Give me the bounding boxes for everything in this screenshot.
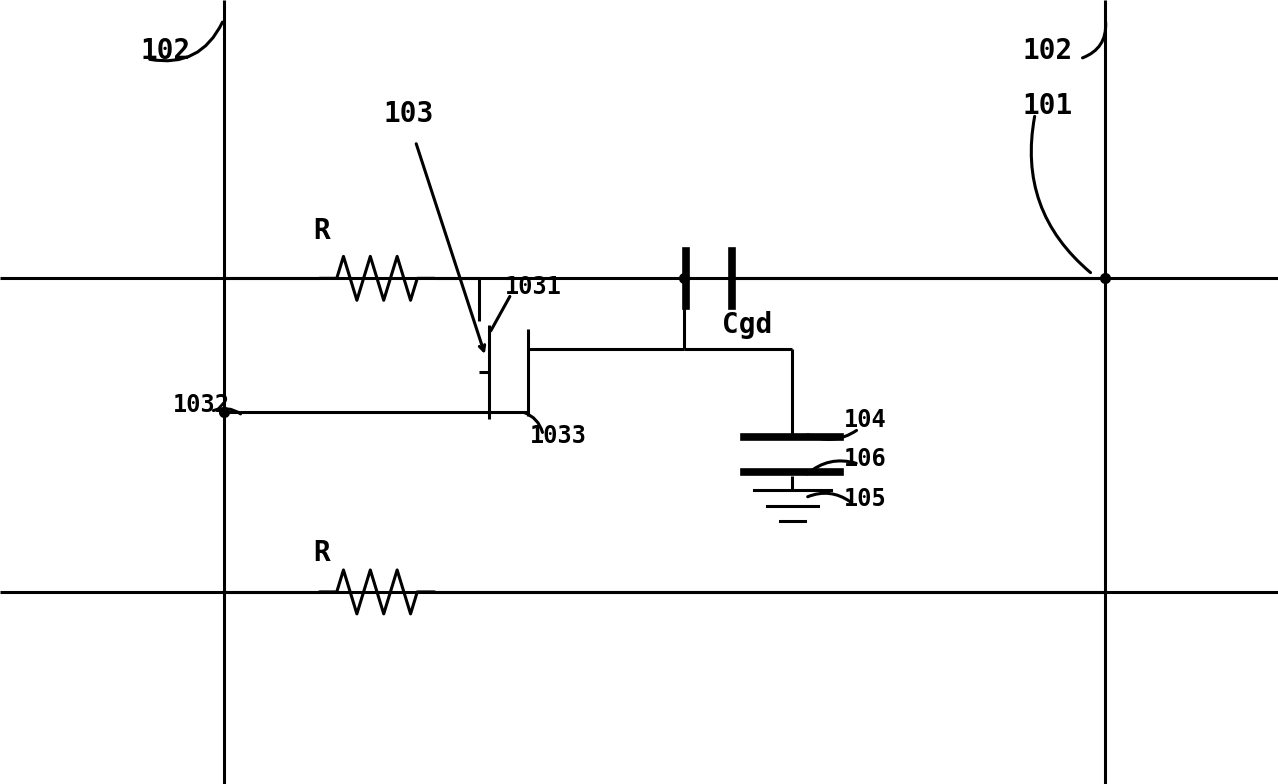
Text: 106: 106 (843, 448, 886, 471)
Text: 1032: 1032 (173, 393, 230, 416)
Text: R: R (313, 539, 330, 567)
Text: 105: 105 (843, 487, 886, 510)
Text: 1033: 1033 (530, 424, 588, 448)
Text: 1031: 1031 (505, 275, 562, 299)
Text: 101: 101 (1022, 92, 1072, 120)
Text: R: R (313, 217, 330, 245)
Text: 103: 103 (383, 100, 433, 128)
Text: Cgd: Cgd (722, 311, 772, 339)
Text: 102: 102 (1022, 37, 1072, 65)
Text: 104: 104 (843, 408, 886, 432)
Text: 102: 102 (141, 37, 190, 65)
